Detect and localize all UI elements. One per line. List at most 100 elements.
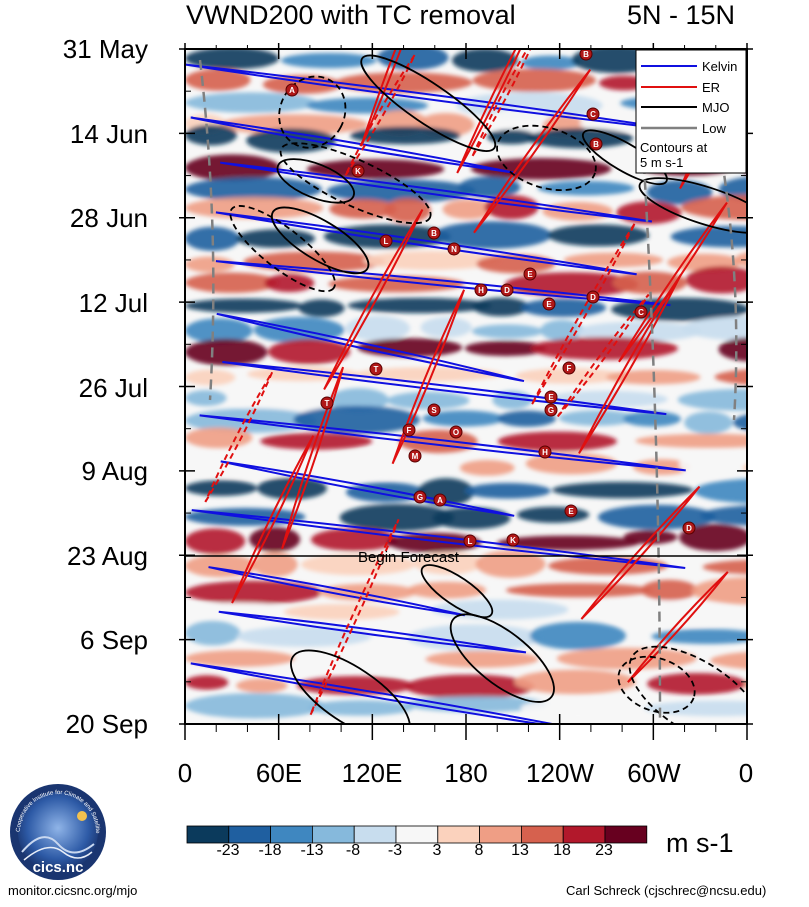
colorbar — [186, 825, 648, 844]
kelvin-contour — [191, 509, 686, 569]
field-cell — [691, 577, 747, 605]
colorbar-label: -13 — [300, 842, 324, 859]
er-contour — [456, 49, 522, 174]
field-cell — [520, 55, 581, 71]
footer-url[interactable]: monitor.cicsnc.org/mjo — [8, 883, 138, 898]
field-cell — [345, 315, 410, 341]
storm-label: C — [590, 110, 596, 119]
legend: Kelvin ER MJO Low Contours at 5 m s-1 — [635, 49, 747, 174]
y-tick-label: 12 Jul — [78, 288, 148, 318]
field-cell — [300, 553, 416, 576]
field-cell — [185, 390, 227, 406]
field-cell — [185, 298, 303, 313]
field-cell — [185, 272, 279, 293]
field-cell — [742, 463, 747, 472]
footer-author: Carl Schreck (cjschrec@ncsu.edu) — [566, 883, 767, 898]
field-cell — [497, 410, 557, 427]
colorbar-swatch — [228, 825, 272, 844]
storm-label: E — [548, 393, 554, 402]
field-cell — [425, 650, 539, 668]
field-cell — [459, 460, 515, 476]
low-contour — [198, 59, 215, 401]
storm-label: E — [527, 270, 533, 279]
legend-label-kelvin: Kelvin — [702, 59, 737, 74]
x-tick-label: 120W — [526, 758, 594, 788]
field-cell — [407, 581, 487, 599]
storm-marker: B — [579, 49, 593, 61]
storm-label: M — [412, 452, 419, 461]
storm-label: T — [325, 399, 330, 408]
storm-label: F — [407, 426, 412, 435]
cicsnc-logo: Cooperative Institute for Climate and Sa… — [8, 782, 106, 880]
mjo-contour — [229, 205, 336, 293]
field-cell — [472, 297, 530, 317]
field-cell — [185, 480, 258, 496]
tropical-cyclone-markers: B A C B K L B N E H D D E C T F T E S G F O H M G A E D L K — [285, 49, 696, 548]
field-cell — [362, 251, 501, 270]
field-cell — [734, 251, 747, 268]
field-cell — [185, 369, 236, 386]
x-tick-label: 60W — [627, 758, 681, 788]
field-cell — [700, 505, 747, 526]
storm-marker: L — [463, 534, 477, 548]
field-cell — [329, 199, 397, 219]
storm-marker: C — [586, 107, 600, 121]
er-contour — [360, 49, 402, 147]
y-tick-label: 6 Sep — [80, 625, 148, 655]
storm-label: D — [504, 286, 510, 295]
field-cell — [623, 411, 682, 427]
storm-marker: F — [402, 423, 416, 437]
field-cell — [681, 315, 747, 341]
field-cell — [452, 49, 518, 73]
field-cell — [268, 339, 351, 365]
field-cell — [603, 600, 740, 627]
storm-marker: S — [427, 403, 441, 417]
field-cell — [185, 650, 295, 667]
field-cell — [678, 453, 742, 477]
er-contour — [309, 518, 400, 716]
storm-marker: B — [589, 137, 603, 151]
storm-marker-dot — [544, 390, 558, 404]
storm-marker: L — [379, 234, 393, 248]
storm-marker: E — [544, 390, 558, 404]
field-cell — [563, 252, 664, 268]
er-contour — [281, 366, 345, 550]
forecast-label: Begin Forecast — [358, 549, 460, 566]
shaded-field — [185, 49, 747, 719]
colorbar-swatch — [353, 825, 397, 844]
er-contour — [391, 289, 466, 465]
field-cell — [743, 610, 747, 618]
colorbar-label: 23 — [595, 842, 613, 859]
field-cell — [431, 599, 569, 620]
y-tick-label: 20 Sep — [65, 709, 148, 739]
field-cell — [635, 433, 747, 448]
field-cell — [679, 523, 747, 552]
x-tick-label: 120E — [341, 758, 403, 788]
colorbar-swatch — [311, 825, 355, 844]
field-cell — [350, 126, 461, 145]
field-cell — [185, 256, 235, 273]
field-cell — [537, 180, 635, 196]
colorbar-label: -3 — [387, 842, 403, 859]
storm-label: A — [289, 86, 295, 95]
colorbar-label: 8 — [474, 842, 484, 859]
field-cell — [529, 621, 626, 650]
field-cell — [236, 626, 372, 647]
mjo-contour — [290, 649, 411, 724]
field-cell — [556, 647, 697, 670]
field-cell — [280, 52, 377, 69]
field-cell — [677, 388, 747, 411]
legend-box — [635, 49, 747, 174]
er-contour — [471, 49, 532, 157]
mjo-contour — [617, 655, 696, 714]
x-tick-label: 0 — [177, 758, 193, 788]
field-cell — [185, 528, 246, 555]
legend-label-er: ER — [702, 80, 720, 95]
kelvin-contour — [216, 312, 525, 383]
field-cell — [306, 159, 445, 180]
storm-label: O — [453, 428, 459, 437]
er-contour — [204, 371, 274, 503]
field-cell — [422, 410, 505, 427]
field-cell — [185, 693, 325, 719]
kelvin-contour — [218, 610, 527, 654]
